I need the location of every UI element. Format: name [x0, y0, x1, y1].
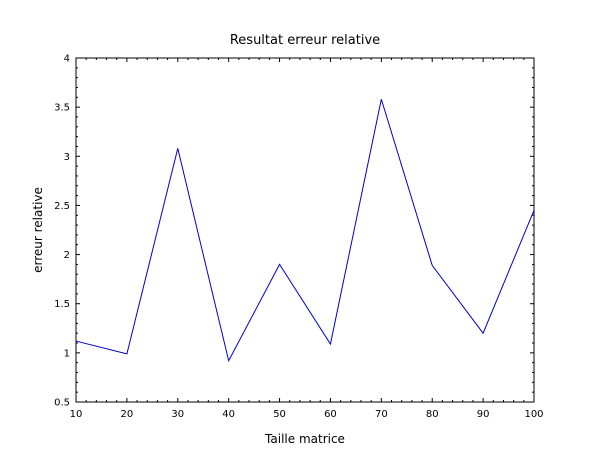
- y-axis: 0.5 1 1.5 2 2.5 3 3.5 4: [54, 54, 534, 409]
- x-tick-label: 60: [324, 409, 337, 420]
- y-tick-label: 3: [64, 152, 70, 163]
- chart-title: Resultat erreur relative: [230, 33, 380, 48]
- x-axis: 10 20 30 40 50 60 70 80 90 100: [70, 58, 544, 420]
- x-axis-label: Taille matrice: [264, 432, 345, 446]
- y-tick-label: 2: [64, 250, 70, 261]
- y-tick-label: 1.5: [54, 299, 70, 310]
- y-tick-label: 0.5: [54, 398, 70, 409]
- y-tick-label: 3.5: [54, 103, 70, 114]
- y-tick-label: 1: [64, 348, 70, 359]
- x-tick-label: 50: [273, 409, 286, 420]
- plot-frame: [75, 57, 535, 403]
- x-tick-label: 100: [524, 409, 543, 420]
- y-tick-label: 2.5: [54, 201, 70, 212]
- x-tick-label: 10: [70, 409, 83, 420]
- x-tick-label: 40: [222, 409, 235, 420]
- x-tick-label: 30: [171, 409, 184, 420]
- y-axis-label: erreur relative: [31, 187, 45, 273]
- x-tick-label: 20: [121, 409, 134, 420]
- x-tick-label: 80: [426, 409, 439, 420]
- x-tick-label: 70: [375, 409, 388, 420]
- series-line: [75, 99, 535, 363]
- y-tick-label: 4: [64, 54, 70, 65]
- x-tick-label: 90: [477, 409, 490, 420]
